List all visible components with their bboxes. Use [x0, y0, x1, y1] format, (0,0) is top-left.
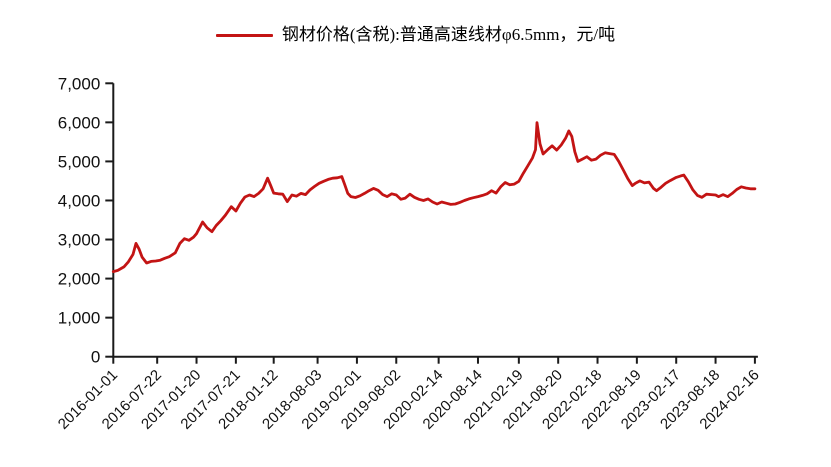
y-tick-label: 4,000: [58, 191, 101, 210]
y-tick-label: 2,000: [58, 270, 101, 289]
legend: 钢材价格(含税):普通高速线材φ6.5mm，元/吨: [0, 24, 831, 46]
y-tick-label: 7,000: [58, 74, 101, 93]
legend-label: 钢材价格(含税):普通高速线材φ6.5mm，元/吨: [281, 25, 616, 44]
y-tick-label: 0: [91, 348, 100, 367]
y-tick-label: 3,000: [58, 231, 101, 250]
y-tick-label: 1,000: [58, 309, 101, 328]
legend-line-swatch: [215, 33, 273, 37]
y-tick-label: 6,000: [58, 113, 101, 132]
y-tick-label: 5,000: [58, 152, 101, 171]
price-line: [111, 121, 757, 274]
